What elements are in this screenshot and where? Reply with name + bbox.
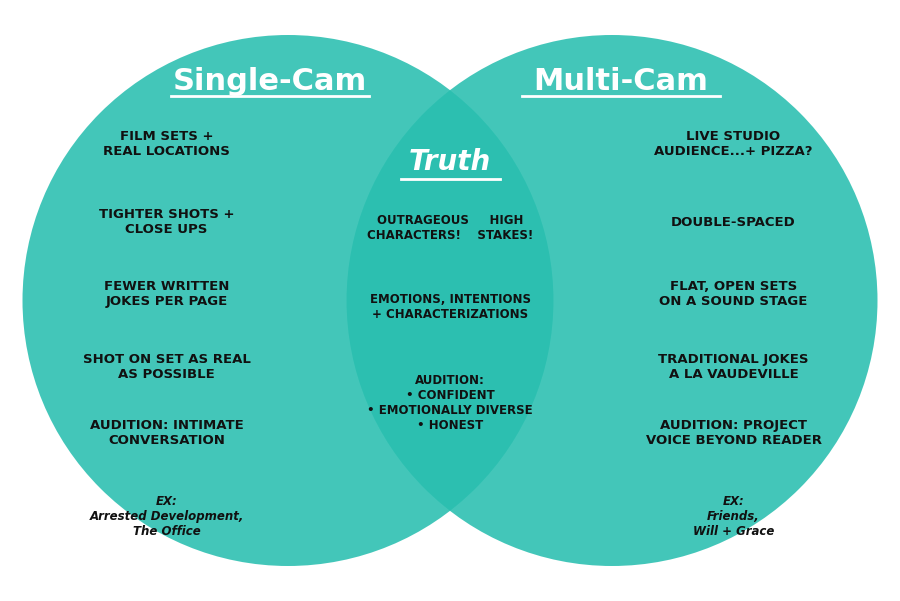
Text: EX:
Friends,
Will + Grace: EX: Friends, Will + Grace [693, 495, 774, 538]
Text: EX:
Arrested Development,
The Office: EX: Arrested Development, The Office [89, 495, 244, 538]
Text: Single-Cam: Single-Cam [173, 67, 367, 96]
Text: TRADITIONAL JOKES
A LA VAUDEVILLE: TRADITIONAL JOKES A LA VAUDEVILLE [658, 353, 809, 380]
Text: AUDITION: PROJECT
VOICE BEYOND READER: AUDITION: PROJECT VOICE BEYOND READER [645, 419, 822, 447]
Text: SHOT ON SET AS REAL
AS POSSIBLE: SHOT ON SET AS REAL AS POSSIBLE [83, 353, 250, 380]
Text: DOUBLE-SPACED: DOUBLE-SPACED [671, 216, 796, 229]
Text: AUDITION:
• CONFIDENT
• EMOTIONALLY DIVERSE
• HONEST: AUDITION: • CONFIDENT • EMOTIONALLY DIVE… [367, 374, 533, 432]
Text: TIGHTER SHOTS +
CLOSE UPS: TIGHTER SHOTS + CLOSE UPS [99, 209, 234, 236]
Text: LIVE STUDIO
AUDIENCE...+ PIZZA?: LIVE STUDIO AUDIENCE...+ PIZZA? [654, 130, 813, 158]
Circle shape [22, 35, 554, 566]
Text: AUDITION: INTIMATE
CONVERSATION: AUDITION: INTIMATE CONVERSATION [90, 419, 243, 447]
Text: Truth: Truth [409, 148, 491, 176]
Text: EMOTIONS, INTENTIONS
+ CHARACTERIZATIONS: EMOTIONS, INTENTIONS + CHARACTERIZATIONS [370, 293, 530, 320]
Text: Multi-Cam: Multi-Cam [534, 67, 708, 96]
Text: FLAT, OPEN SETS
ON A SOUND STAGE: FLAT, OPEN SETS ON A SOUND STAGE [660, 281, 807, 308]
Text: FILM SETS +
REAL LOCATIONS: FILM SETS + REAL LOCATIONS [104, 130, 230, 158]
Text: OUTRAGEOUS     HIGH
CHARACTERS!    STAKES!: OUTRAGEOUS HIGH CHARACTERS! STAKES! [367, 215, 533, 242]
Text: FEWER WRITTEN
JOKES PER PAGE: FEWER WRITTEN JOKES PER PAGE [104, 281, 230, 308]
Circle shape [346, 35, 878, 566]
